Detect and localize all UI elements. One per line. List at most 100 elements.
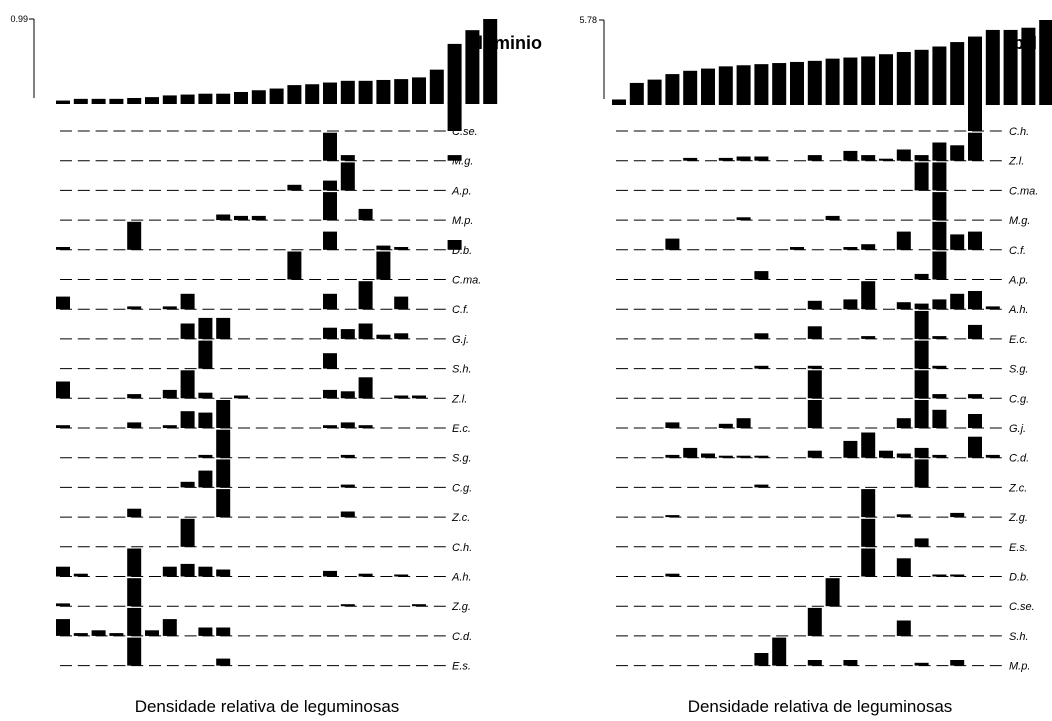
species-bar [198, 340, 213, 369]
species-bar [56, 566, 70, 577]
species-bar [683, 157, 698, 161]
species-label: C.se. [452, 126, 478, 138]
species-bar [358, 425, 373, 428]
species-bar [985, 306, 1000, 310]
species-bar [932, 409, 947, 428]
species-bar [127, 578, 142, 607]
species-bar [340, 484, 355, 488]
species-bar [914, 310, 929, 339]
gradient-bar [612, 99, 626, 105]
species-bar [198, 412, 213, 428]
species-bar [216, 317, 231, 339]
species-bar [985, 454, 1000, 458]
species-bar [180, 370, 195, 399]
species-bar [754, 365, 769, 369]
species-bar [754, 653, 769, 666]
gradient-bar [91, 98, 106, 104]
species-bar [718, 423, 733, 428]
species-label: C.f. [452, 304, 469, 316]
species-label: G.j. [1009, 423, 1026, 435]
species-label: A.p. [1008, 275, 1029, 287]
species-bar [198, 392, 213, 399]
species-bar [914, 370, 929, 399]
gradient-bar [162, 95, 177, 104]
species-bar [127, 548, 142, 577]
species-bar [216, 489, 231, 518]
gradient-bar [269, 88, 284, 104]
species-label: G.j. [452, 334, 469, 346]
species-bar [376, 334, 391, 339]
species-bar [162, 389, 177, 399]
species-bar [216, 400, 231, 428]
species-bar [807, 400, 822, 428]
species-label: E.s. [1009, 542, 1028, 554]
species-bar [216, 429, 231, 458]
panel-aluminio: 0.99 Aluminio C.se. M.g. A.p. M.p. D.b. C.ma. C.… [10, 14, 542, 716]
species-label: M.g. [1009, 215, 1030, 227]
species-label: S.g. [1009, 364, 1029, 376]
species-bar [754, 333, 769, 339]
species-label: S.g. [452, 453, 472, 465]
species-bar [198, 454, 213, 458]
species-bar [807, 326, 822, 339]
species-bar [358, 323, 373, 339]
species-bar [718, 455, 733, 458]
species-bar [807, 300, 822, 310]
species-bar [198, 627, 213, 636]
species-bar [73, 573, 88, 577]
gradient-bar [843, 57, 858, 105]
species-bar [447, 103, 462, 131]
species-bar [843, 440, 858, 458]
species-bar [287, 184, 302, 191]
species-bar [340, 454, 355, 458]
species-bar [323, 389, 337, 399]
species-label: C.d. [1009, 453, 1029, 465]
species-bar [754, 156, 769, 161]
species-label: E.c. [452, 423, 471, 435]
species-bar [109, 633, 124, 636]
species-bar [914, 447, 929, 458]
gradient-bar [251, 90, 266, 104]
species-bar [340, 604, 355, 607]
gradient-bar [1039, 20, 1052, 105]
gradient-bar [394, 79, 409, 104]
species-bar [861, 548, 876, 577]
species-bar [950, 234, 965, 250]
species-bar [968, 394, 982, 399]
species-bar [394, 574, 409, 577]
gradient-bar [807, 60, 822, 105]
gradient-bar [914, 49, 929, 105]
gradient-bar [483, 19, 498, 104]
species-bar [234, 395, 248, 399]
gradient-bar [896, 52, 911, 105]
species-bar [323, 132, 337, 161]
gradient-bar [683, 70, 698, 105]
species-bar [879, 158, 893, 161]
species-bar [950, 145, 965, 161]
gradient-bar [754, 64, 769, 105]
species-bar [145, 630, 159, 636]
species-label: C.g. [1009, 393, 1029, 405]
gradient-bar [340, 80, 355, 104]
gradient-label: pH [1013, 33, 1037, 53]
species-bar [358, 208, 373, 221]
species-bar [376, 251, 391, 280]
species-bar [665, 454, 680, 458]
species-label: Z.l. [1008, 156, 1024, 168]
species-bar [968, 436, 982, 458]
species-bar [358, 377, 373, 399]
species-bar [932, 162, 947, 191]
gradient-bar [772, 63, 787, 105]
species-bar [340, 391, 355, 399]
gradient-bar [985, 29, 1000, 105]
species-bar [162, 566, 177, 577]
gradient-bar [665, 74, 680, 105]
species-bar [323, 231, 337, 250]
species-bar [968, 231, 982, 250]
species-label: C.h. [1009, 126, 1029, 138]
species-bar [216, 627, 231, 636]
species-bar [340, 155, 355, 161]
gradient-bar [825, 58, 840, 105]
species-bar [180, 293, 195, 310]
species-bar [323, 327, 337, 339]
